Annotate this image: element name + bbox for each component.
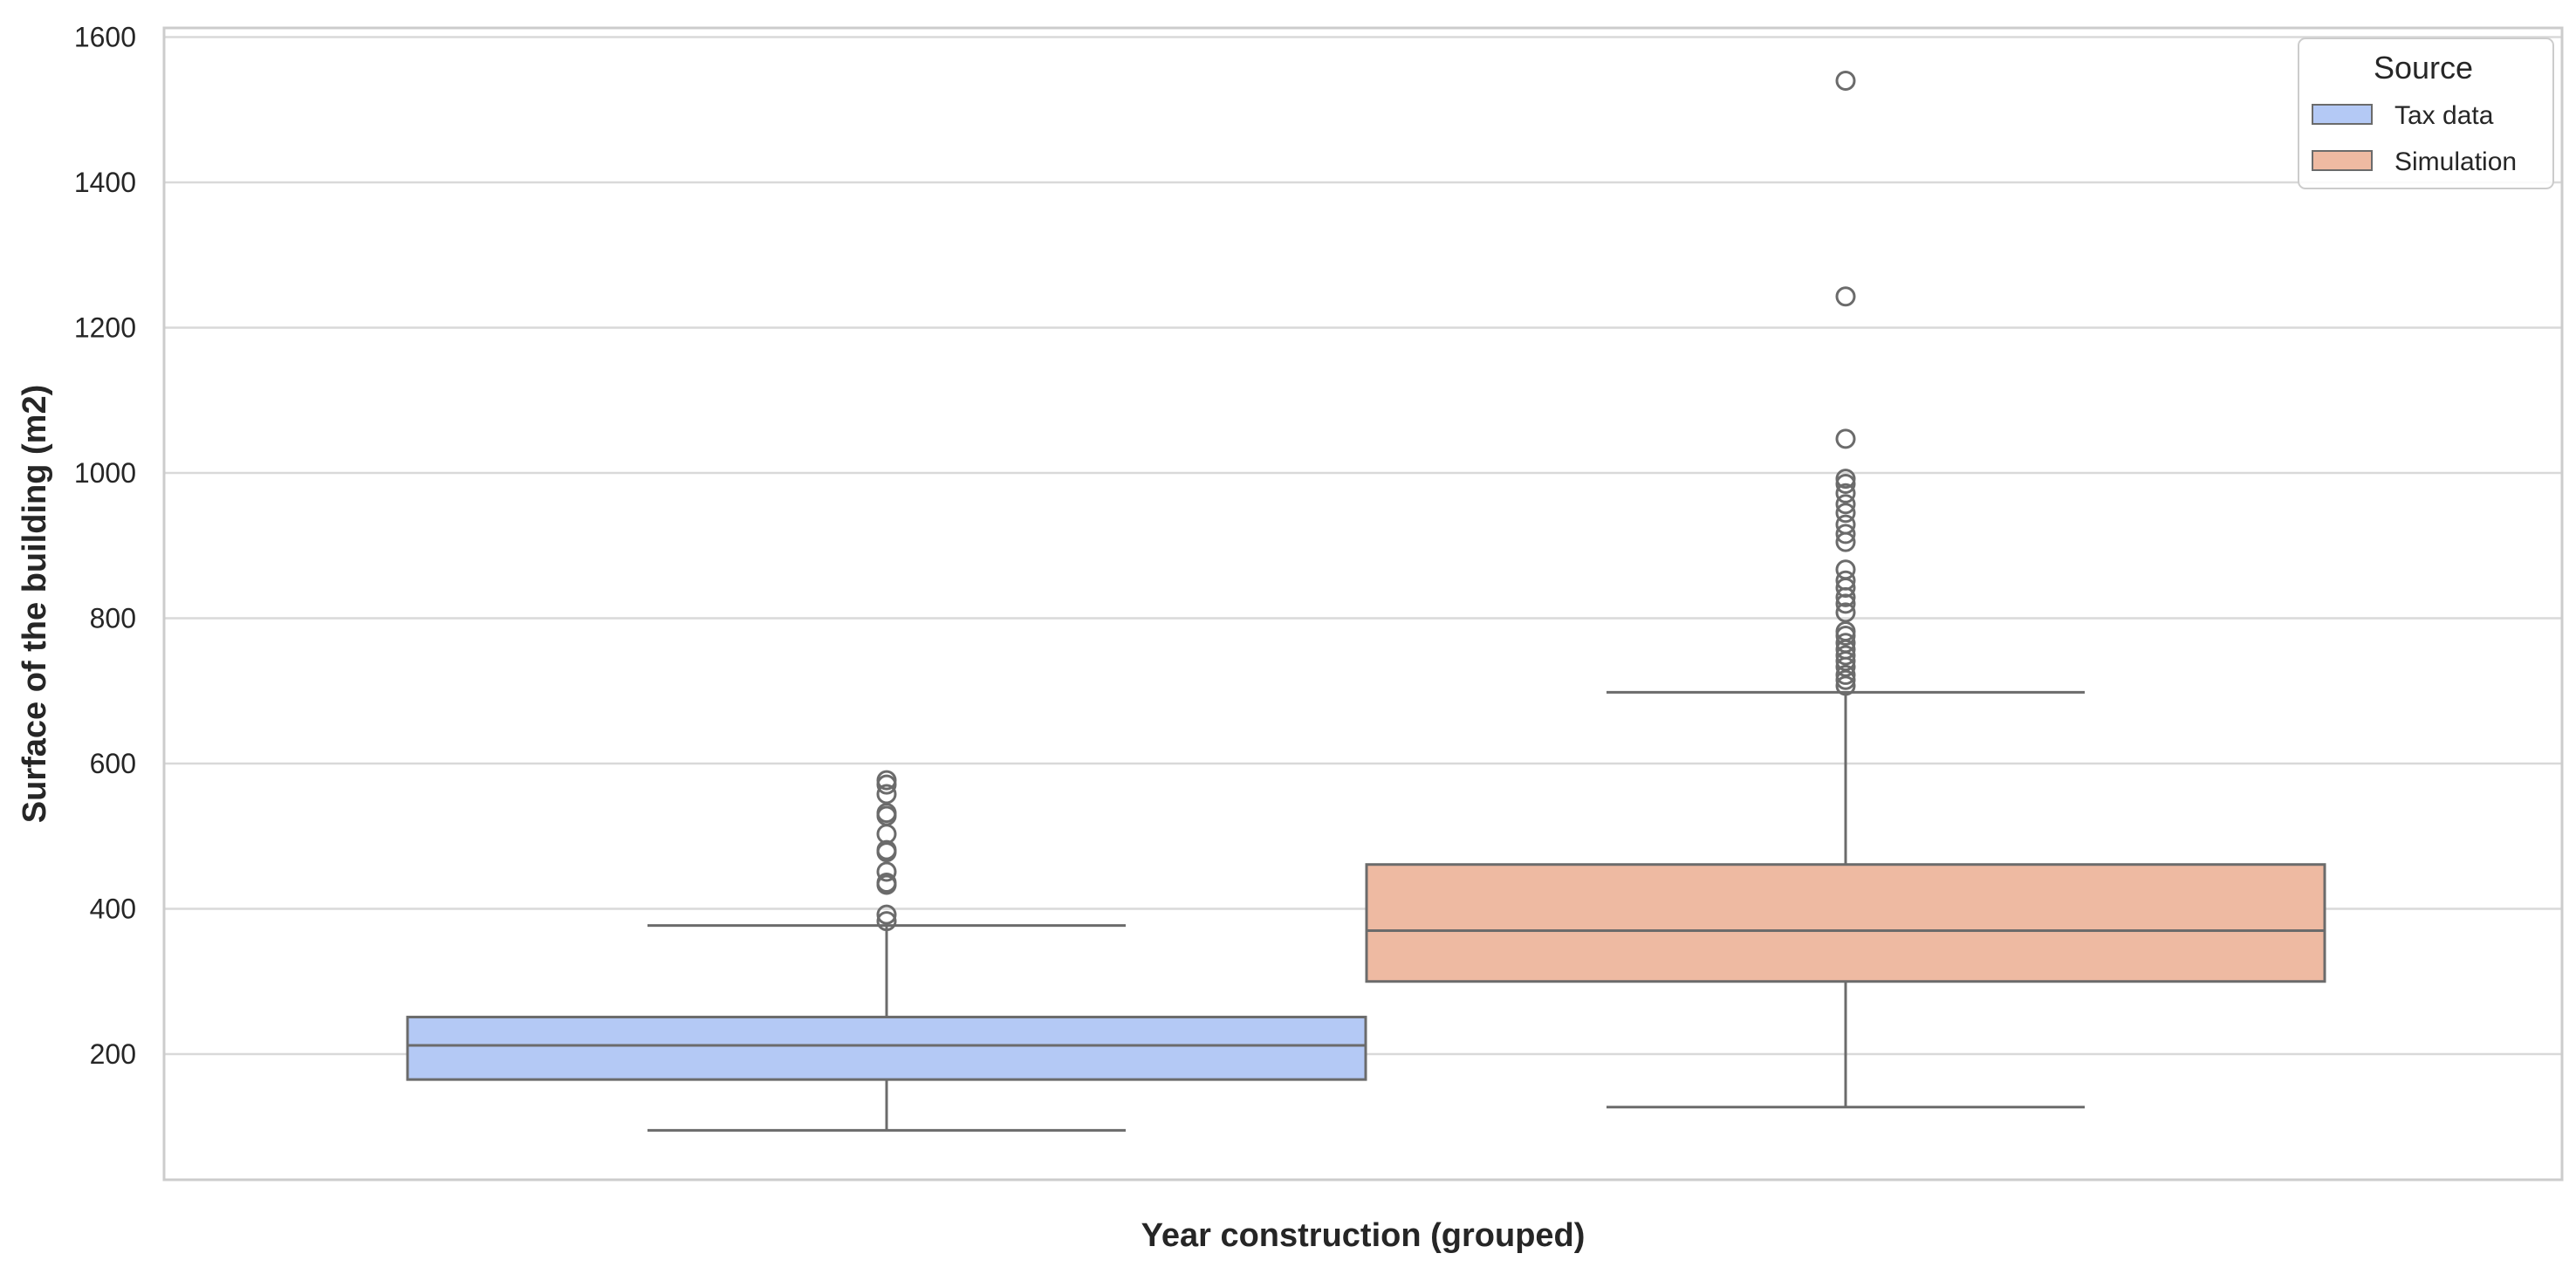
y-axis-title: Surface of the building (m2) — [17, 385, 53, 823]
outlier-point — [876, 770, 897, 791]
legend-label: Simulation — [2394, 147, 2517, 176]
outlier-point — [1835, 514, 1856, 535]
y-tick-label: 600 — [90, 748, 136, 779]
outlier-point — [1835, 483, 1856, 503]
y-tick-label: 1600 — [74, 22, 136, 53]
outlier-point — [1835, 602, 1856, 623]
outlier-point — [876, 911, 897, 932]
outlier-point — [1835, 645, 1856, 666]
legend-label: Tax data — [2394, 101, 2494, 130]
outlier-point — [1835, 675, 1856, 696]
outlier-point — [1835, 669, 1856, 690]
y-tick-label: 1200 — [74, 312, 136, 344]
outlier-point — [1835, 664, 1856, 685]
outlier-point — [1835, 633, 1856, 654]
outlier-point — [1835, 286, 1856, 307]
y-tick-label: 1000 — [74, 457, 136, 489]
outlier-point — [876, 873, 897, 894]
legend-swatch — [2312, 150, 2373, 171]
outlier-point — [876, 861, 897, 882]
outlier-point — [876, 839, 897, 860]
iqr-box — [1365, 863, 2326, 983]
outlier-point — [1835, 559, 1856, 580]
y-tick-label: 200 — [90, 1038, 136, 1070]
outlier-point — [1835, 593, 1856, 614]
box-group — [406, 770, 1367, 1132]
outlier-point — [1835, 469, 1856, 490]
legend-swatch — [2312, 104, 2373, 125]
y-tick-labels: 200 400 600 800 1000 1200 1400 1600 — [74, 22, 136, 1071]
y-tick-label: 400 — [90, 894, 136, 925]
grid-lines — [164, 36, 2562, 1056]
iqr-box — [406, 1016, 1367, 1081]
box-plots — [406, 70, 2326, 1132]
x-axis-title: Year construction (grouped) — [1141, 1217, 1586, 1254]
y-tick-label: 1400 — [74, 167, 136, 198]
outlier-point — [876, 784, 897, 805]
outlier-point — [876, 803, 897, 824]
legend-title: Source — [2374, 50, 2473, 86]
box-group — [1365, 70, 2326, 1109]
outlier-point — [1835, 503, 1856, 524]
outlier-point — [1835, 620, 1856, 641]
outlier-point — [876, 904, 897, 925]
outlier-point — [1835, 570, 1856, 591]
outlier-point — [1835, 494, 1856, 515]
legend-entries: Tax data Simulation — [2312, 101, 2517, 176]
outlier-point — [1835, 428, 1856, 449]
outlier-point — [1835, 473, 1856, 494]
plot-frame — [162, 26, 2564, 1182]
outlier-point — [1835, 524, 1856, 545]
legend: Source Tax data Simulation — [2298, 38, 2554, 189]
outlier-point — [1835, 70, 1856, 91]
y-tick-label: 800 — [90, 603, 136, 634]
